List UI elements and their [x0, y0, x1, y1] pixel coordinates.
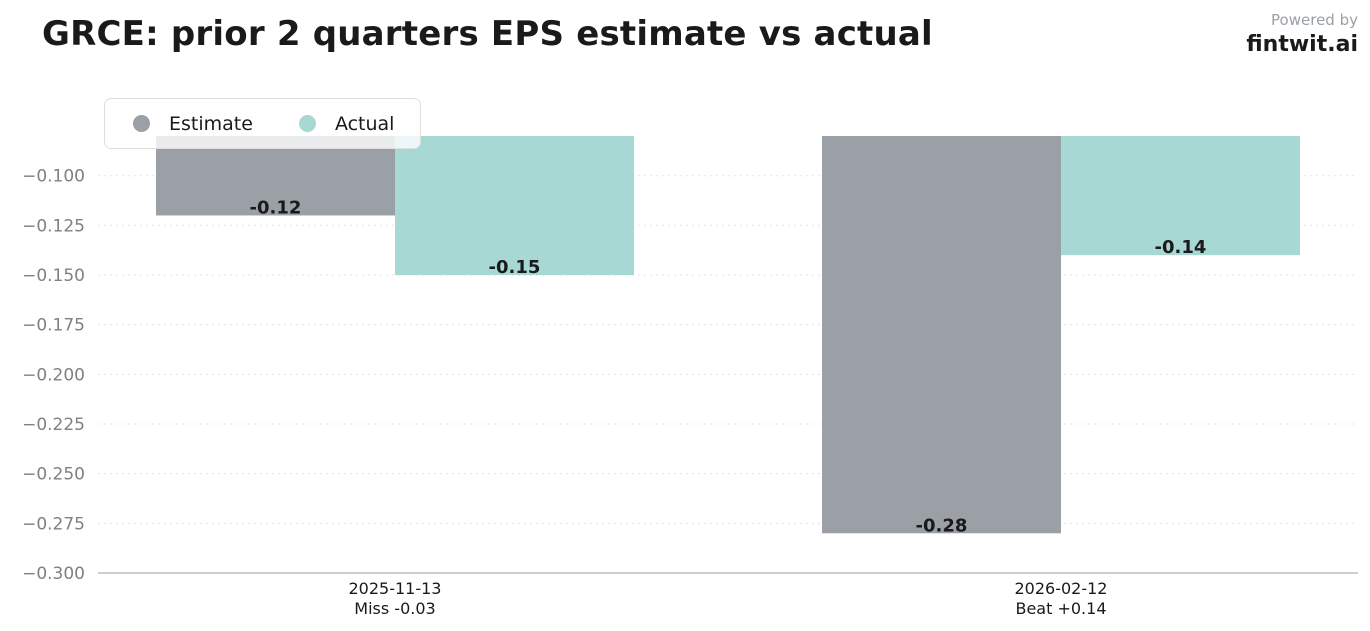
y-tick-label: −0.150: [22, 266, 85, 286]
data-labels: -0.12 -0.15 -0.28 -0.14: [250, 197, 1207, 536]
data-label-estimate: -0.12: [250, 197, 302, 218]
legend-item-estimate: Estimate: [133, 113, 253, 135]
bar-estimate: [156, 136, 395, 216]
y-tick-label: −0.175: [22, 316, 85, 336]
legend-marker-estimate: [133, 115, 150, 132]
legend-marker-actual: [298, 115, 316, 132]
y-tick-label: −0.250: [22, 465, 85, 485]
data-label-actual: -0.15: [489, 257, 541, 278]
legend-label-actual: Actual: [334, 112, 395, 135]
x-tick-label-date: 2025-11-13: [349, 579, 442, 598]
y-tick-label: −0.225: [22, 415, 85, 435]
bar-estimate: [822, 136, 1061, 534]
bar-actual: [1061, 136, 1300, 256]
axes: −0.100 −0.125 −0.150 −0.175 −0.200 −0.225 −0.2…: [22, 167, 1358, 618]
legend-item-actual: Actual: [298, 112, 395, 135]
data-label-actual: -0.14: [1155, 237, 1207, 258]
data-label-estimate: -0.28: [916, 515, 968, 536]
brand-powered-by: Powered by: [1271, 11, 1358, 29]
x-tick-label-result: Beat +0.14: [1015, 599, 1106, 618]
y-tick-label: −0.200: [22, 365, 85, 385]
brand-name: fintwit.ai: [1246, 32, 1358, 57]
x-tick-label-date: 2026-02-12: [1015, 579, 1108, 598]
bar-actual: [395, 136, 634, 276]
y-tick-label: −0.100: [22, 167, 85, 187]
y-tick-label: −0.125: [22, 216, 85, 236]
legend: Estimate Actual: [104, 98, 421, 149]
chart-title: GRCE: prior 2 quarters EPS estimate vs a…: [42, 14, 933, 54]
bars: [156, 136, 1300, 534]
y-tick-label: −0.275: [22, 514, 85, 534]
y-tick-label: −0.300: [22, 564, 85, 584]
x-tick-label-result: Miss -0.03: [354, 599, 435, 618]
brand: Powered by fintwit.ai: [1246, 10, 1358, 60]
legend-label-estimate: Estimate: [169, 112, 253, 135]
